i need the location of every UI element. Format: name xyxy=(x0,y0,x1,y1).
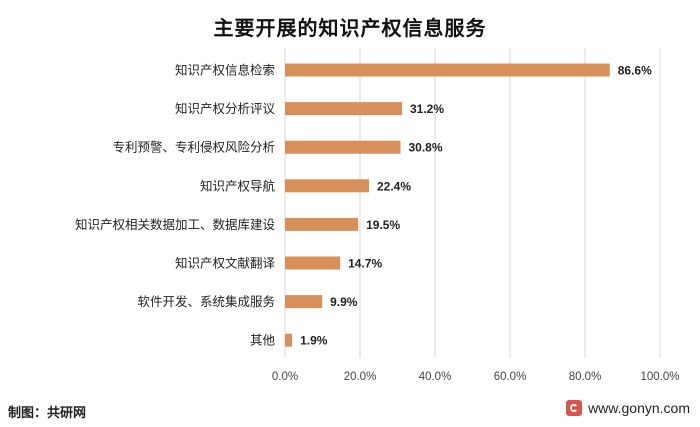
x-tick-label: 80.0% xyxy=(569,371,602,383)
bar xyxy=(285,295,323,309)
bar xyxy=(285,63,610,77)
bars xyxy=(285,63,610,347)
category-label: 知识产权文献翻译 xyxy=(175,256,276,271)
data-label: 9.9% xyxy=(330,295,358,309)
data-label: 31.2% xyxy=(410,102,444,116)
bar xyxy=(285,256,341,270)
x-tick-label: 60.0% xyxy=(494,371,527,383)
x-tick-label: 0.0% xyxy=(272,371,298,383)
category-label: 其他 xyxy=(250,333,276,348)
website-url: www.gonyn.com xyxy=(588,400,690,416)
bar xyxy=(285,140,401,154)
data-label: 1.9% xyxy=(300,334,328,348)
category-label: 知识产权信息检索 xyxy=(175,63,275,78)
data-label: 22.4% xyxy=(377,179,411,193)
category-label: 知识产权相关数据加工、数据库建设 xyxy=(75,217,276,232)
website-credit: www.gonyn.com xyxy=(566,400,690,416)
value-labels: 86.6% 31.2% 30.8% 22.4% 19.5% 14.7% 9.9% 1.9% xyxy=(300,64,652,348)
category-label: 专利预警、专利侵权风险分析 xyxy=(112,140,275,155)
data-label: 86.6% xyxy=(618,64,652,78)
x-tick-label: 40.0% xyxy=(419,371,452,383)
bar xyxy=(285,333,293,347)
category-label: 软件开发、系统集成服务 xyxy=(137,294,275,309)
category-label: 知识产权分析评议 xyxy=(175,101,276,116)
bar xyxy=(285,102,402,116)
bar-chart: 知识产权信息检索知识产权分析评议专利预警、专利侵权风险分析知识产权导航知识产权相… xyxy=(75,48,680,383)
data-label: 30.8% xyxy=(409,141,443,155)
x-tick-label: 100.0% xyxy=(640,371,679,383)
data-label: 19.5% xyxy=(366,218,400,232)
grid-lines xyxy=(284,48,661,358)
x-tick-label: 20.0% xyxy=(344,371,377,383)
chart-title: 主要开展的知识产权信息服务 xyxy=(213,16,487,40)
x-tick-labels: 0.0% 20.0% 40.0% 60.0% 80.0% 100.0% xyxy=(272,371,680,383)
source-label: 制图：共研网 xyxy=(8,406,87,421)
category-labels: 知识产权信息检索知识产权分析评议专利预警、专利侵权风险分析知识产权导航知识产权相… xyxy=(75,63,276,348)
bar xyxy=(285,217,359,231)
brand-logo-icon xyxy=(566,400,583,416)
data-label: 14.7% xyxy=(348,257,382,271)
bar xyxy=(285,179,369,193)
category-label: 知识产权导航 xyxy=(200,178,276,193)
